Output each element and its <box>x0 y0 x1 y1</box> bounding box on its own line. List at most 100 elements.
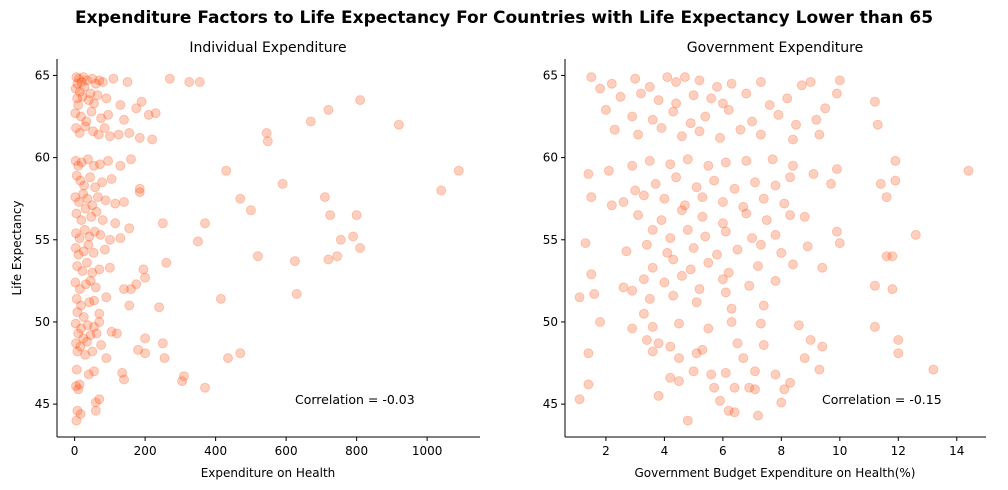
government-point <box>910 229 921 240</box>
government-point <box>963 165 974 176</box>
government-point <box>668 106 679 117</box>
government-point <box>750 177 760 188</box>
government-point <box>770 275 781 286</box>
government-point <box>638 308 649 319</box>
government-ticks: 2 4 6 8 10 12 14 45 50 55 60 65 <box>543 68 965 458</box>
individual-x-tick-label: 600 <box>275 444 298 458</box>
government-point <box>697 344 708 355</box>
individual-point <box>70 155 81 166</box>
individual-point <box>71 381 81 392</box>
government-point <box>647 224 658 235</box>
individual-ylabel: Life Expectancy <box>10 200 24 295</box>
government-point <box>703 257 714 268</box>
individual-point <box>71 170 82 181</box>
individual-x-tick-label: 800 <box>345 444 368 458</box>
individual-ticks: 0 200 400 600 800 1000 45 50 55 60 65 <box>35 68 443 458</box>
government-x-tick-label: 10 <box>832 444 847 458</box>
individual-y-tick-label: 45 <box>35 397 50 411</box>
government-point <box>805 335 816 345</box>
government-point <box>688 90 699 101</box>
individual-xlabel: Expenditure on Health <box>201 466 336 480</box>
individual-point <box>76 111 86 122</box>
individual-x-tick-label: 200 <box>134 444 157 458</box>
individual-point <box>97 177 108 188</box>
individual-point <box>277 178 288 189</box>
government-point <box>606 200 617 211</box>
individual-points <box>70 72 464 426</box>
individual-point <box>72 78 83 89</box>
government-point <box>741 155 752 166</box>
individual-point <box>194 77 205 87</box>
government-point <box>875 178 886 189</box>
government-point <box>928 364 939 375</box>
individual-point <box>71 208 82 219</box>
individual-point <box>124 128 135 138</box>
individual-correlation: Correlation = -0.03 <box>295 392 415 407</box>
individual-x-tick-label: 400 <box>204 444 227 458</box>
government-point <box>776 247 787 258</box>
government-point <box>720 287 731 298</box>
individual-point <box>235 348 246 359</box>
government-point <box>630 185 641 196</box>
individual-point <box>99 244 110 255</box>
government-point <box>720 226 731 237</box>
individual-point <box>70 243 81 253</box>
government-point <box>814 129 825 140</box>
government-point <box>595 83 606 94</box>
individual-point <box>323 104 334 115</box>
individual-point <box>82 257 92 268</box>
government-point <box>726 303 737 314</box>
individual-point <box>103 109 114 120</box>
individual-point <box>86 211 97 222</box>
individual-point <box>223 353 233 364</box>
individual-point <box>131 279 142 290</box>
government-point <box>717 197 728 207</box>
individual-point <box>79 81 90 92</box>
government-point <box>738 353 749 364</box>
government-point <box>817 341 828 352</box>
individual-point <box>157 338 168 349</box>
individual-point <box>161 257 172 268</box>
individual-point <box>131 103 142 114</box>
individual-point <box>84 297 95 308</box>
individual-point <box>351 210 362 221</box>
individual-point <box>78 72 89 83</box>
individual-point <box>72 261 83 272</box>
individual-point <box>97 77 108 87</box>
government-point <box>755 239 766 250</box>
government-point <box>671 98 682 109</box>
government-point <box>703 160 714 171</box>
government-point <box>747 116 758 127</box>
individual-point <box>76 323 86 334</box>
individual-point <box>99 123 110 133</box>
government-point <box>615 91 626 102</box>
government-point <box>653 390 664 401</box>
individual-point <box>119 197 129 207</box>
individual-point <box>76 215 87 226</box>
government-point <box>761 215 772 226</box>
government-point <box>647 262 658 273</box>
individual-point <box>79 180 90 191</box>
government-point <box>627 285 638 296</box>
individual-point <box>261 128 272 138</box>
government-point <box>869 321 880 332</box>
government-point <box>785 172 796 183</box>
government-y-tick-label: 60 <box>543 151 558 165</box>
individual-point <box>74 284 85 295</box>
individual-point <box>335 234 346 245</box>
individual-point <box>319 192 330 203</box>
individual-point <box>117 367 128 378</box>
government-point <box>679 200 690 211</box>
government-point <box>691 182 702 193</box>
government-point <box>694 75 705 86</box>
government-point <box>638 274 649 285</box>
individual-point <box>76 77 87 87</box>
government-point <box>603 165 614 176</box>
individual-point <box>83 154 93 165</box>
government-point <box>685 264 696 275</box>
individual-point <box>80 203 91 214</box>
individual-point <box>106 326 117 337</box>
panel-individual: Individual Expenditure 0 200 400 600 800 1000… <box>10 40 480 480</box>
individual-point <box>78 188 89 199</box>
government-point <box>817 262 828 273</box>
